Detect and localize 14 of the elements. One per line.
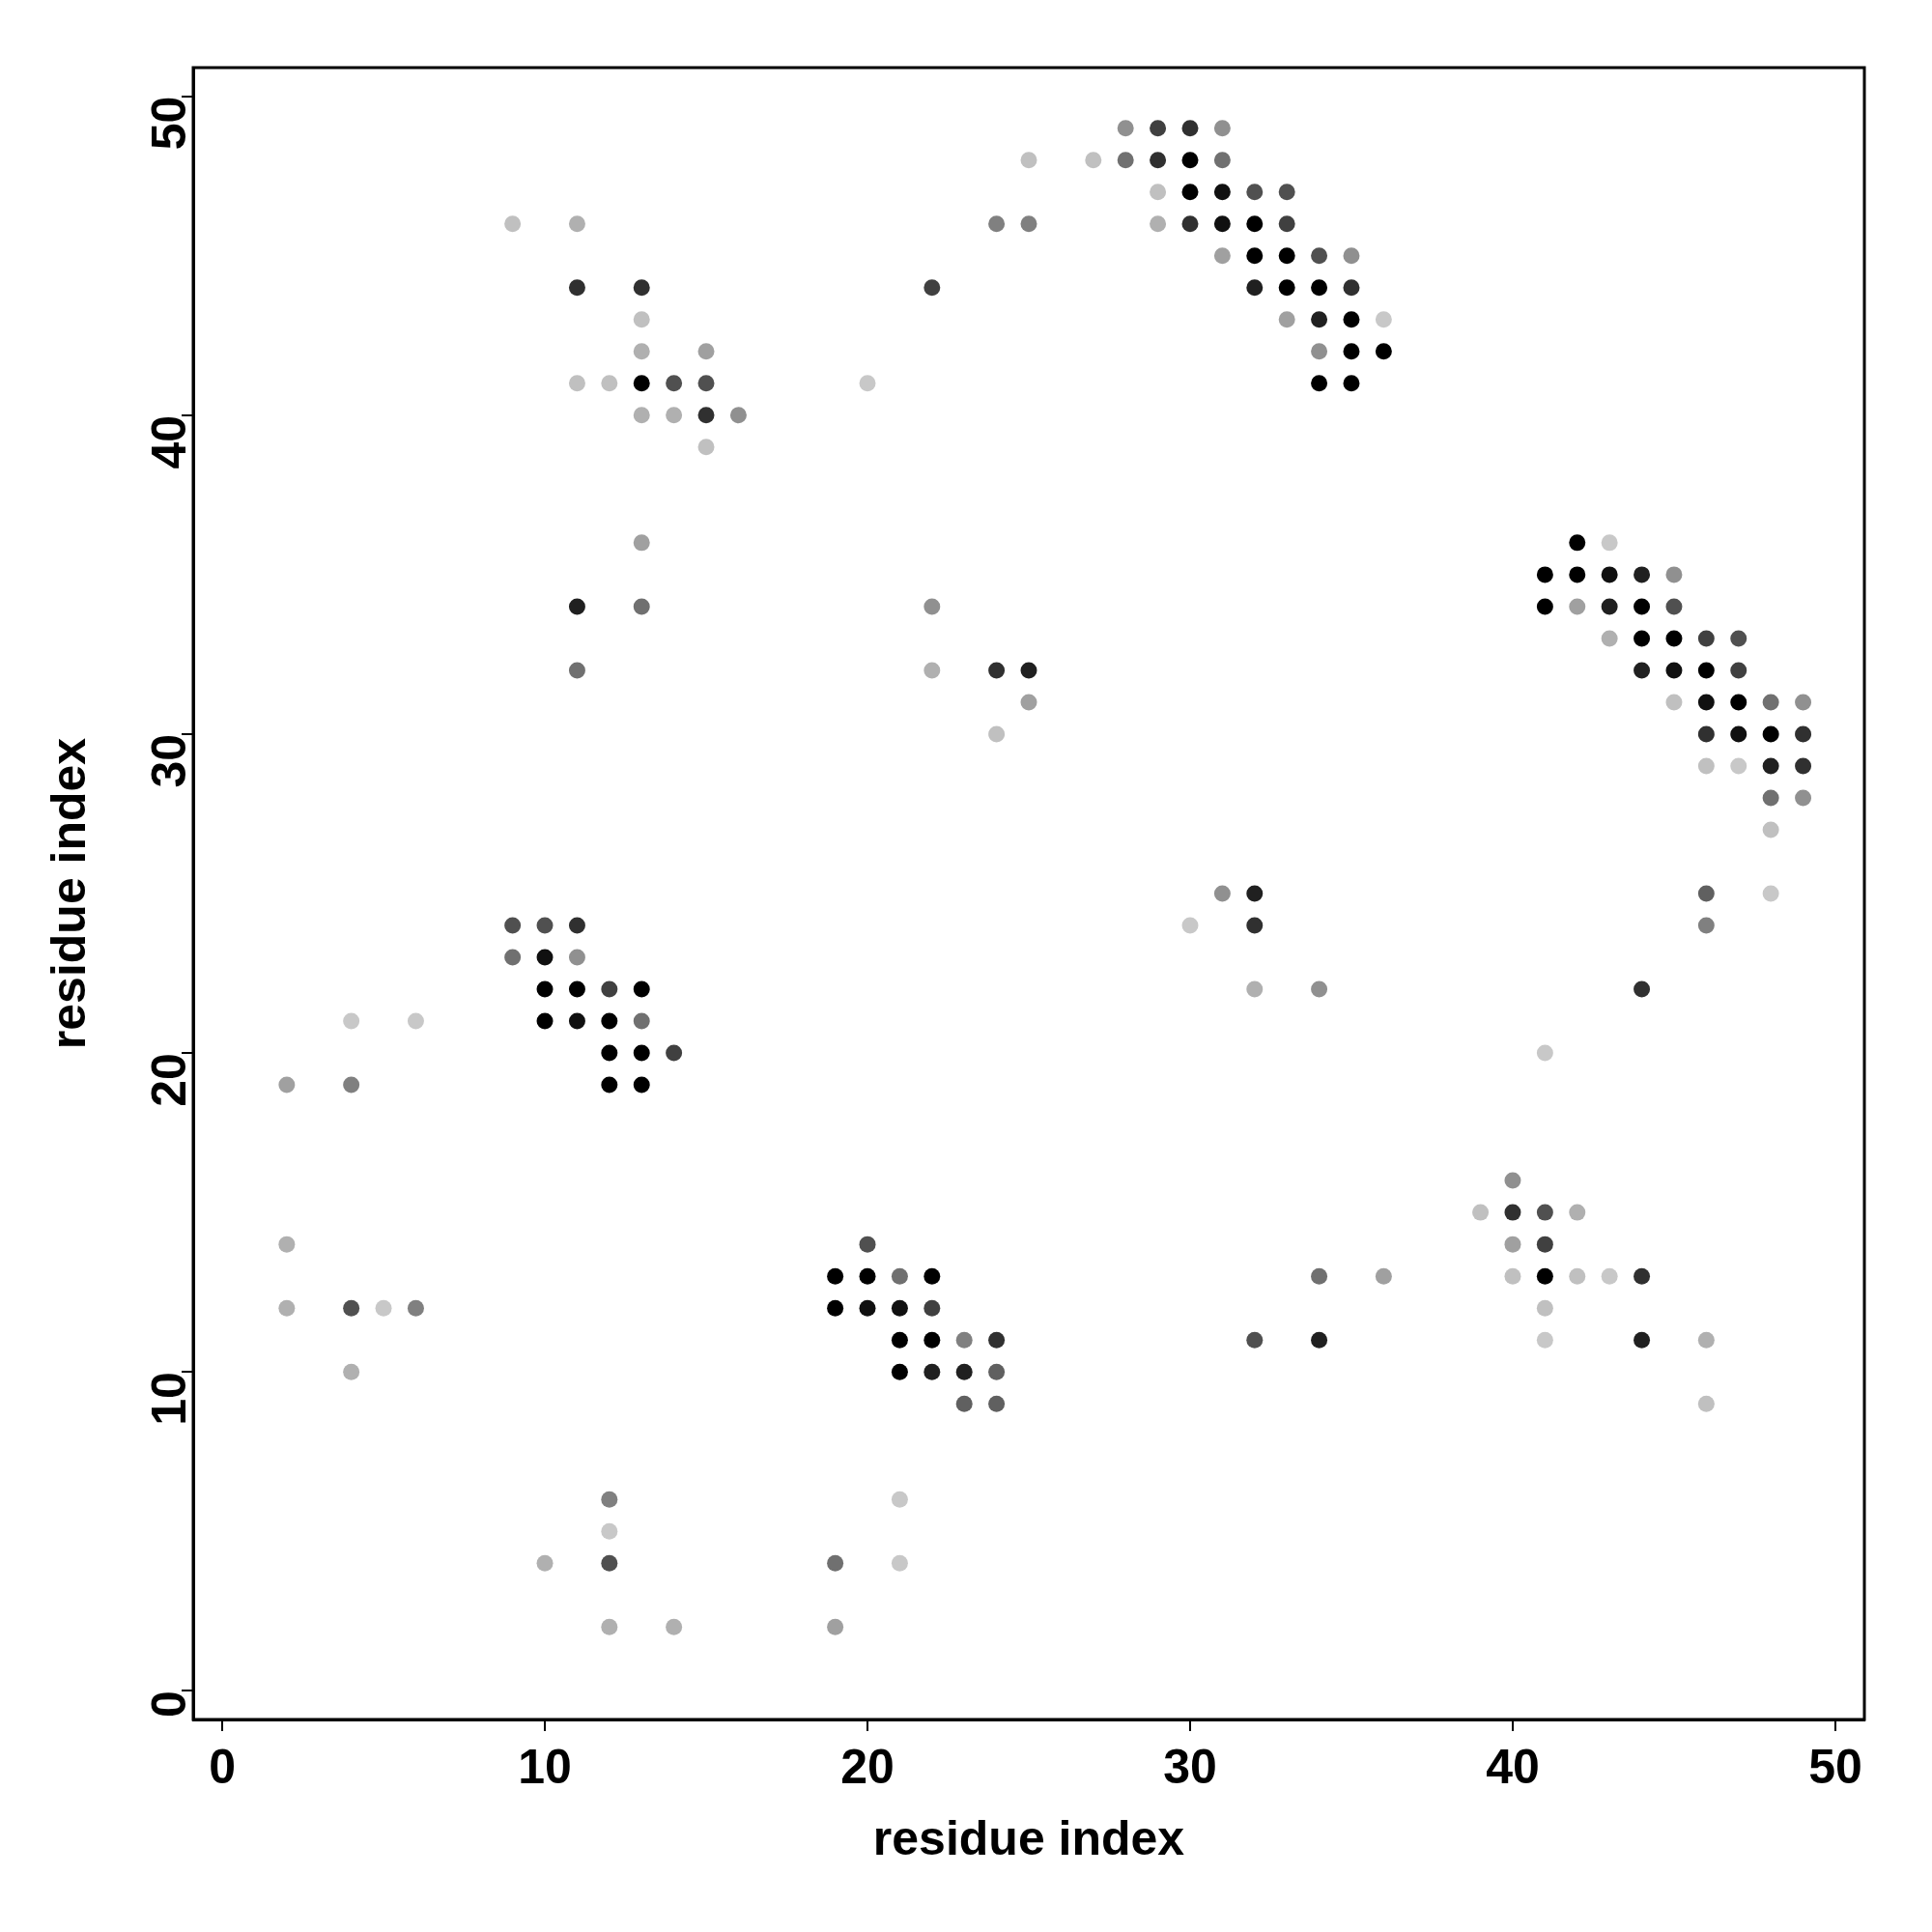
y-tick-label: 40 [141,414,196,469]
y-tick-label: 30 [141,733,196,788]
x-tick-label: 30 [1163,1739,1217,1794]
x-tick-label: 20 [840,1739,895,1794]
x-tick-label: 10 [518,1739,572,1794]
x-tick-label: 0 [209,1739,236,1794]
y-tick-label: 20 [141,1053,196,1107]
y-tick-label: 10 [141,1372,196,1426]
y-axis-title: residue index [41,737,96,1050]
x-tick-label: 40 [1486,1739,1540,1794]
y-tick-label: 50 [141,96,196,151]
y-tick-label: 0 [141,1690,196,1719]
x-axis-title: residue index [872,1810,1185,1865]
x-tick-label: 50 [1808,1739,1862,1794]
